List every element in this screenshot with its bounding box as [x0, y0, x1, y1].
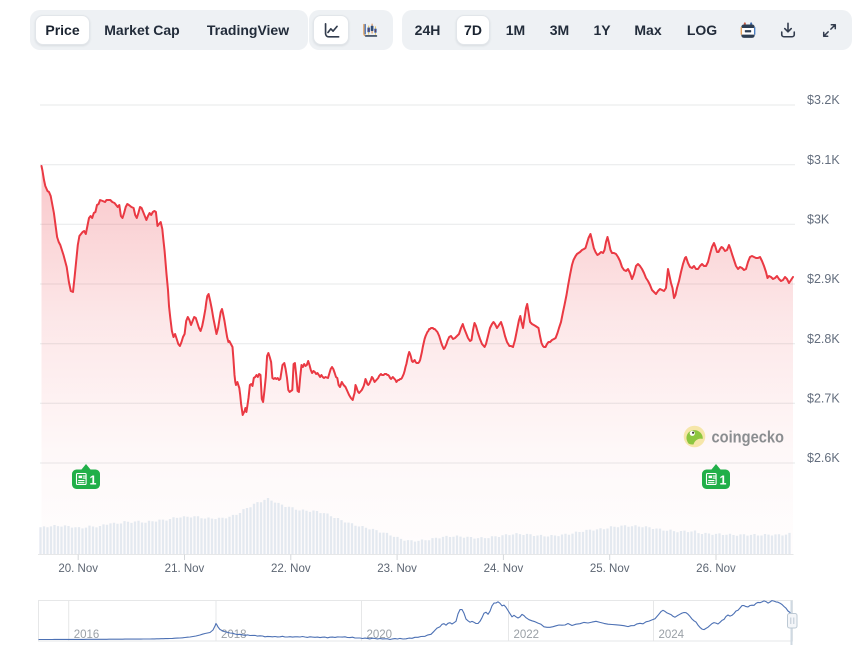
svg-text:24. Nov: 24. Nov	[484, 563, 524, 575]
svg-text:$2.6K: $2.6K	[807, 451, 840, 465]
svg-text:2024: 2024	[659, 629, 685, 641]
svg-text:2022: 2022	[514, 629, 540, 641]
svg-text:$2.8K: $2.8K	[807, 332, 840, 346]
svg-text:1: 1	[720, 474, 727, 488]
svg-text:25. Nov: 25. Nov	[590, 563, 630, 575]
svg-text:26. Nov: 26. Nov	[696, 563, 736, 575]
svg-text:1: 1	[90, 474, 97, 488]
svg-text:$2.9K: $2.9K	[807, 272, 840, 286]
svg-text:23. Nov: 23. Nov	[377, 563, 417, 575]
svg-text:coingecko: coingecko	[712, 428, 785, 447]
svg-text:21. Nov: 21. Nov	[165, 563, 205, 575]
svg-text:$2.7K: $2.7K	[807, 391, 840, 405]
svg-text:22. Nov: 22. Nov	[271, 563, 311, 575]
svg-text:$3.2K: $3.2K	[807, 93, 840, 107]
svg-text:20. Nov: 20. Nov	[58, 563, 98, 575]
svg-text:2016: 2016	[74, 629, 100, 641]
svg-text:$3K: $3K	[807, 212, 830, 226]
svg-text:$3.1K: $3.1K	[807, 153, 840, 167]
